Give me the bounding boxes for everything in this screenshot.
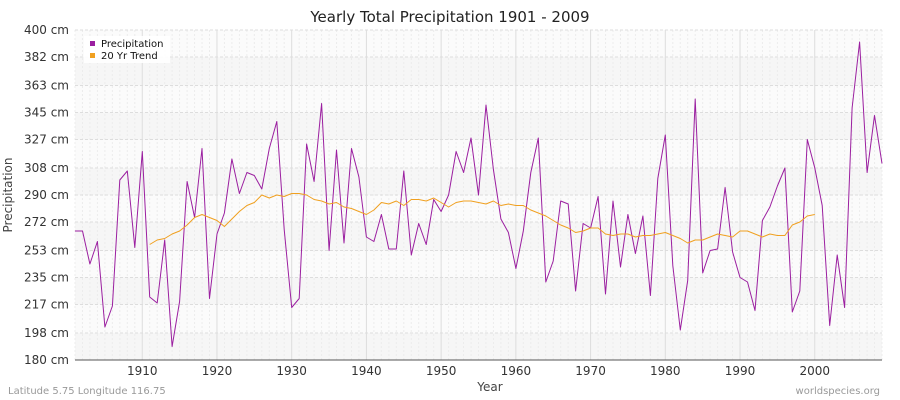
y-tick-label: 217 cm (24, 298, 69, 312)
x-tick-label: 1940 (351, 364, 382, 378)
grid-lines (74, 29, 883, 361)
y-axis-ticks: 180 cm 198 cm 217 cm 235 cm 253 cm 272 cm 290 … (24, 23, 69, 367)
footer-coordinates: Latitude 5.75 Longitude 116.75 (8, 386, 166, 397)
legend-swatch-trend (90, 53, 95, 58)
x-tick-label: 1970 (575, 364, 606, 378)
x-axis-label: Year (476, 380, 502, 394)
y-tick-label: 180 cm (24, 353, 69, 367)
series-lines (75, 41, 883, 347)
legend: Precipitation 20 Yr Trend (84, 36, 170, 63)
y-tick-label: 198 cm (24, 326, 69, 340)
legend-label-trend: 20 Yr Trend (101, 51, 158, 62)
y-tick-label: 308 cm (24, 161, 69, 175)
y-tick-label: 235 cm (24, 271, 69, 285)
chart-title: Yearly Total Precipitation 1901 - 2009 (309, 8, 589, 26)
y-tick-label: 253 cm (24, 244, 69, 258)
x-tick-label: 1990 (725, 364, 756, 378)
legend-box (84, 36, 170, 63)
x-tick-label: 1930 (276, 364, 307, 378)
legend-label-precipitation: Precipitation (101, 39, 164, 50)
trend-series-line (149, 193, 815, 245)
x-tick-label: 1910 (127, 364, 158, 378)
y-tick-label: 272 cm (24, 215, 69, 229)
x-tick-label: 1920 (202, 364, 233, 378)
x-tick-label: 1980 (650, 364, 681, 378)
y-axis-label: Precipitation (1, 157, 15, 232)
y-tick-label: 345 cm (24, 106, 69, 120)
legend-swatch-precipitation (90, 41, 95, 46)
x-tick-label: 1960 (501, 364, 532, 378)
x-tick-label: 1950 (426, 364, 457, 378)
footer-source: worldspecies.org (796, 386, 880, 397)
y-tick-label: 290 cm (24, 188, 69, 202)
y-tick-label: 400 cm (24, 23, 69, 37)
precipitation-series-line (75, 41, 883, 347)
y-tick-label: 363 cm (24, 79, 69, 93)
x-tick-label: 2000 (799, 364, 830, 378)
y-tick-label: 382 cm (24, 50, 69, 64)
x-axis-ticks: 1910 1920 1930 1940 1950 1960 1970 1980 1990 2000 (127, 364, 830, 378)
y-tick-label: 327 cm (24, 133, 69, 147)
